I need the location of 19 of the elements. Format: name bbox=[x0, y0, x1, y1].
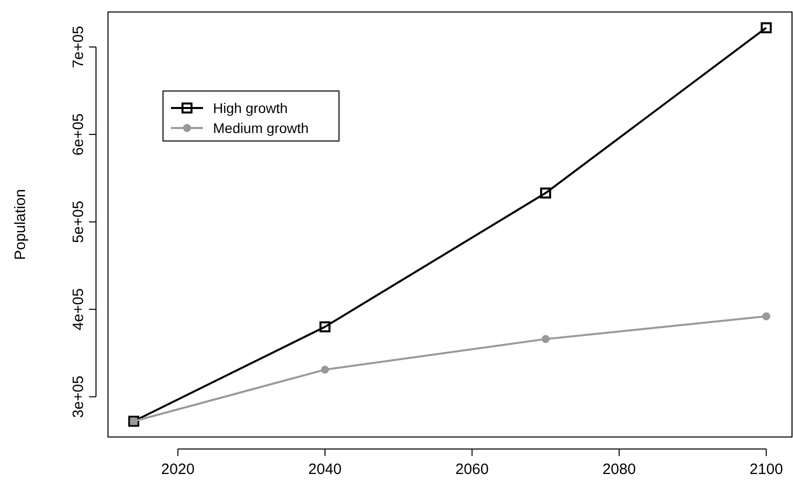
point bbox=[760, 22, 772, 34]
point bbox=[319, 321, 330, 332]
point bbox=[542, 335, 550, 344]
x-tick-label: 2020 bbox=[161, 461, 195, 478]
point bbox=[540, 188, 552, 199]
x-tick-label: 2060 bbox=[455, 461, 489, 478]
y-tick-label: 6e+05 bbox=[70, 113, 87, 156]
x-tick-label: 2080 bbox=[602, 461, 636, 478]
x-tick-label: 2040 bbox=[308, 461, 342, 478]
y-tick-label: 3e+05 bbox=[70, 376, 87, 418]
point bbox=[320, 366, 329, 374]
x-tick-label: 2100 bbox=[750, 461, 783, 478]
y-axis-title: Population bbox=[12, 189, 29, 260]
y-tick-label: 7e+05 bbox=[70, 26, 87, 68]
point bbox=[762, 312, 770, 320]
y-tick-label: 5e+05 bbox=[70, 200, 87, 243]
legend-label: Medium growth bbox=[213, 120, 309, 136]
y-tick-label: 4e+05 bbox=[70, 288, 87, 330]
legend-label: High growth bbox=[213, 100, 288, 116]
